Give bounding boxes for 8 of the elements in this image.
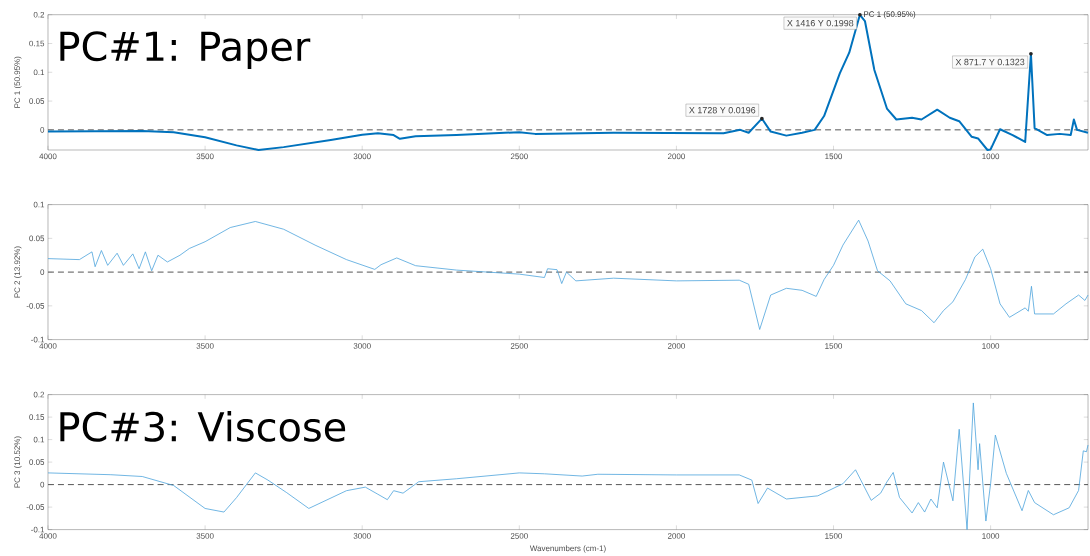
annotation: X 871.7 Y 0.1323 — [955, 58, 1025, 66]
annotation: X 1728 Y 0.0196 — [689, 107, 756, 114]
annotation: X 1416 Y 0.1998 — [787, 20, 854, 27]
chart-title: PC#1: Paper — [60, 31, 311, 69]
line-series — [47, 219, 1089, 330]
line-series — [46, 13, 1090, 151]
line-series — [47, 402, 1089, 530]
chart-title: PC#3: Viscose — [60, 411, 346, 442]
